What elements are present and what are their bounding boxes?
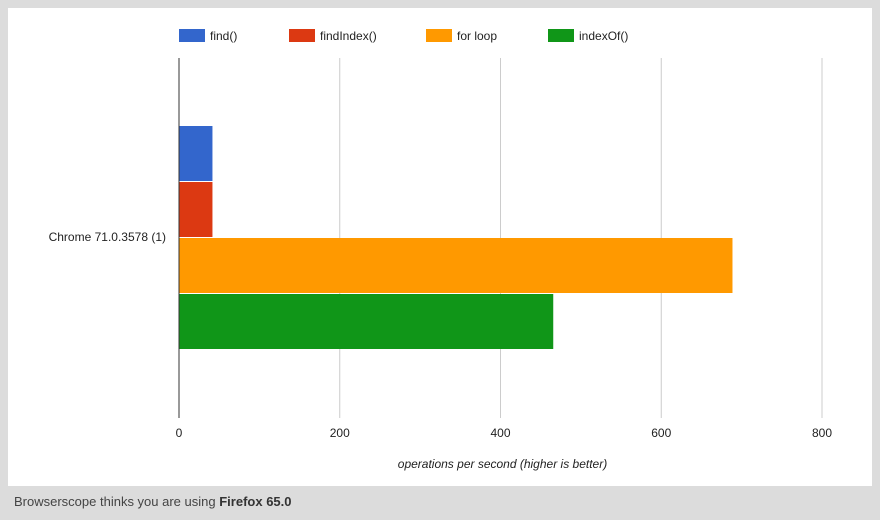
- legend-swatch: [179, 29, 205, 42]
- x-axis-title: operations per second (higher is better): [398, 457, 607, 471]
- legend: find() findIndex() for loop indexOf(): [179, 29, 628, 43]
- bars: [179, 126, 733, 349]
- bar-findindex: [179, 182, 213, 237]
- x-tick-label: 0: [176, 426, 183, 440]
- legend-swatch: [289, 29, 315, 42]
- bar-indexof: [179, 294, 554, 349]
- legend-label: find(): [210, 29, 237, 43]
- footer-prefix: Browserscope thinks you are using: [14, 494, 216, 509]
- category-label: Chrome 71.0.3578 (1): [49, 230, 166, 244]
- x-tick-label: 800: [812, 426, 832, 440]
- bar-find: [179, 126, 213, 181]
- legend-label: findIndex(): [320, 29, 377, 43]
- legend-label: for loop: [457, 29, 497, 43]
- x-tick-label: 200: [330, 426, 350, 440]
- legend-swatch: [548, 29, 574, 42]
- x-tick-label: 600: [651, 426, 671, 440]
- footer-text: Browserscope thinks you are using Firefo…: [14, 494, 292, 509]
- x-tick-label: 400: [490, 426, 510, 440]
- legend-label: indexOf(): [579, 29, 628, 43]
- bar-for-loop: [179, 238, 733, 293]
- footer-browser: Firefox 65.0: [219, 494, 292, 509]
- legend-swatch: [426, 29, 452, 42]
- x-tick-labels: 0 200 400 600 800: [176, 426, 833, 440]
- chart: 0 200 400 600 800 find() findIndex() for loop i…: [49, 29, 833, 471]
